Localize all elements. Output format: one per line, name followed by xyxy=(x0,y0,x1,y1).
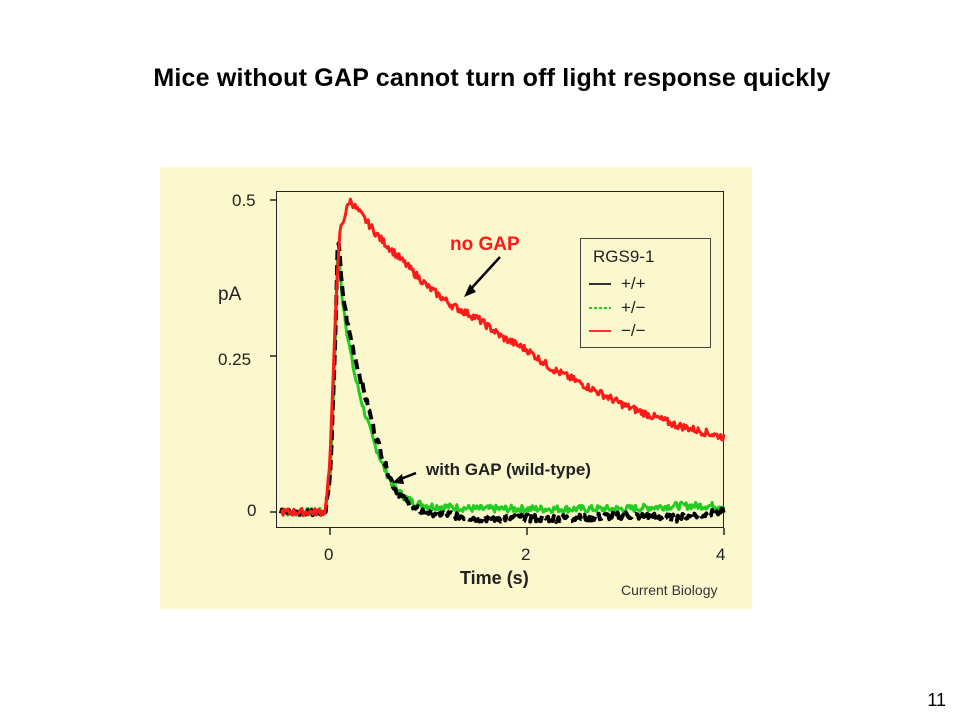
with-gap-annotation: with GAP (wild-type) xyxy=(426,460,591,479)
legend-title: RGS9-1 xyxy=(593,247,655,266)
y-tick-label: 0.25 xyxy=(218,350,252,369)
no-gap-arrowhead xyxy=(464,284,476,297)
x-tick-label: 0 xyxy=(324,545,334,564)
legend: RGS9-1 +/+ +/− −/− xyxy=(580,238,711,348)
legend-entry: +/− xyxy=(621,298,646,317)
credit-label: Current Biology xyxy=(621,582,718,598)
series-line-het xyxy=(280,252,726,517)
no-gap-annotation: no GAP xyxy=(450,234,520,255)
legend-entry: −/− xyxy=(621,321,646,340)
no-gap-arrow xyxy=(467,256,501,293)
x-axis-label: Time (s) xyxy=(460,568,529,588)
axes-layer xyxy=(270,199,725,535)
y-tick-label: 0 xyxy=(247,501,257,520)
y-tick-label: 0.5 xyxy=(232,191,256,210)
arrow-layer xyxy=(392,256,501,484)
legend-entry: +/+ xyxy=(621,274,646,293)
page-number: 11 xyxy=(927,690,946,710)
slide-title: Mice without GAP cannot turn off light r… xyxy=(153,64,831,92)
with-gap-arrowhead xyxy=(392,474,404,484)
x-tick-label: 4 xyxy=(716,545,726,564)
legend-swatches xyxy=(589,283,611,332)
series-layer xyxy=(278,197,726,524)
plot-frame xyxy=(276,191,724,528)
series-line-knockout xyxy=(280,197,726,518)
y-axis-label: pA xyxy=(218,284,242,305)
series-line-wildtype xyxy=(278,241,726,524)
x-tick-label: 2 xyxy=(521,545,531,564)
